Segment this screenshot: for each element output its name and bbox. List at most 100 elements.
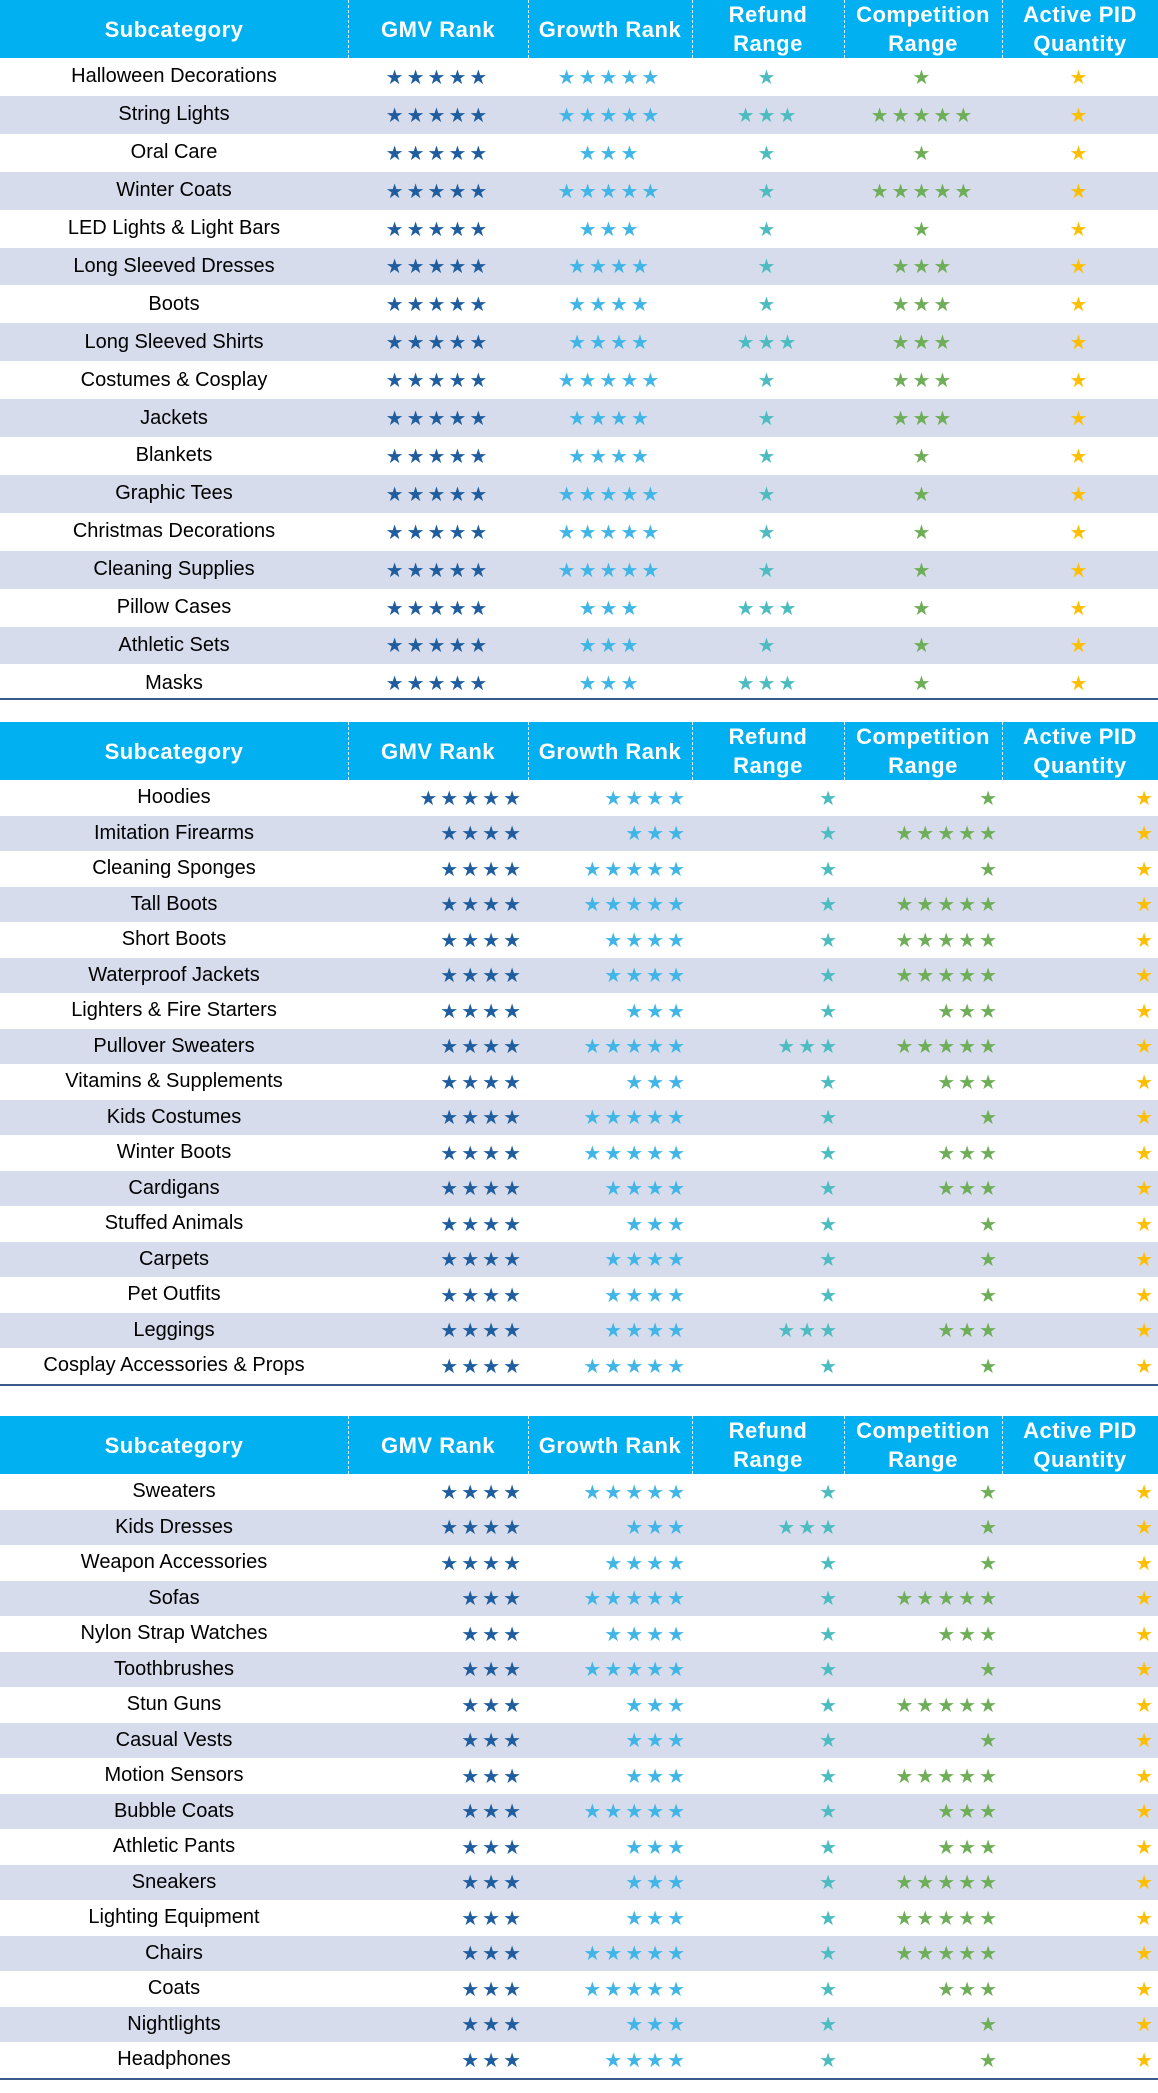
star-icon: ★ — [625, 1905, 647, 1930]
growth-rank-stars: ★ ★ ★ ★ ★ — [528, 1100, 688, 1136]
refund-range-stars: ★ — [692, 993, 840, 1029]
star-icon: ★ — [482, 1905, 504, 1930]
star-icon: ★ — [979, 1763, 1000, 1788]
star-icon: ★ — [578, 178, 600, 203]
star-icon: ★ — [599, 595, 621, 620]
table-row: Waterproof Jackets ★ ★ ★ ★ ★ ★ ★ ★ ★ ★ ★ ★ ★ ★ ★ — [0, 957, 1158, 993]
refund-range-stars: ★ ★ ★ — [692, 1029, 840, 1065]
star-icon: ★ — [819, 1905, 840, 1930]
competition-range-stars: ★ ★ ★ ★ ★ — [844, 1936, 1000, 1972]
star-icon: ★ — [646, 1282, 668, 1307]
star-icon: ★ — [979, 1941, 1000, 1966]
subcategory-name: Lighters & Fire Starters — [71, 999, 277, 1022]
header-divider — [348, 0, 349, 58]
star-icon: ★ — [979, 856, 1000, 881]
star-icon: ★ — [736, 595, 758, 620]
star-icon: ★ — [482, 1941, 504, 1966]
star-icon: ★ — [1069, 330, 1091, 355]
active-pid-quantity-stars: ★ — [1002, 551, 1158, 589]
star-icon: ★ — [385, 519, 407, 544]
active-pid-quantity-stars: ★ — [1002, 513, 1158, 551]
star-icon: ★ — [448, 557, 470, 582]
refund-range-stars: ★ — [692, 1794, 840, 1830]
star-icon: ★ — [1069, 671, 1091, 696]
growth-rank-stars: ★ ★ ★ ★ ★ — [528, 1936, 688, 1972]
star-icon: ★ — [482, 1034, 504, 1059]
star-icon: ★ — [406, 519, 428, 544]
ranking-table: Subcategory GMV Rank Growth Rank Refund Ran… — [0, 0, 1158, 698]
refund-range-stars: ★ — [692, 1348, 840, 1384]
star-icon: ★ — [385, 368, 407, 393]
star-icon: ★ — [819, 1976, 840, 2001]
star-icon: ★ — [916, 963, 938, 988]
star-icon: ★ — [599, 368, 621, 393]
star-icon: ★ — [912, 140, 934, 165]
star-icon: ★ — [912, 292, 934, 317]
star-icon: ★ — [895, 1941, 917, 1966]
star-icon: ★ — [620, 481, 642, 506]
active-pid-quantity-stars: ★ — [1002, 2007, 1156, 2043]
star-icon: ★ — [448, 406, 470, 431]
star-icon: ★ — [819, 856, 840, 881]
competition-range-stars: ★ ★ ★ ★ ★ — [844, 172, 1002, 210]
star-icon: ★ — [482, 1692, 504, 1717]
table-row: Stun Guns ★ ★ ★ ★ ★ ★ ★ ★ ★ ★ ★ ★ ★ — [0, 1687, 1158, 1723]
star-icon: ★ — [979, 1657, 1000, 1682]
star-icon: ★ — [482, 785, 504, 810]
competition-range-stars: ★ — [844, 589, 1002, 627]
table-bottom-border — [0, 1384, 1158, 1386]
table-row: Blankets ★ ★ ★ ★ ★ ★ ★ ★ ★ ★ ★ ★ — [0, 437, 1158, 475]
star-icon: ★ — [777, 1515, 799, 1540]
star-icon: ★ — [646, 1941, 668, 1966]
competition-range-stars: ★ ★ ★ ★ ★ — [844, 1865, 1000, 1901]
star-icon: ★ — [625, 856, 647, 881]
refund-range-stars: ★ — [692, 58, 844, 96]
star-icon: ★ — [482, 1069, 504, 1094]
table-row: Long Sleeved Shirts ★ ★ ★ ★ ★ ★ ★ ★ ★ ★ ★ ★ ★ ★ ★ ★ — [0, 323, 1158, 362]
refund-range-stars: ★ — [692, 1900, 840, 1936]
star-icon: ★ — [503, 821, 524, 846]
subcategory-name: LED Lights & Light Bars — [67, 217, 281, 240]
star-icon: ★ — [958, 821, 980, 846]
competition-range-stars: ★ ★ ★ — [844, 361, 1002, 399]
subcategory-name: Oral Care — [130, 141, 218, 164]
star-icon: ★ — [461, 963, 483, 988]
table-row: Winter Coats ★ ★ ★ ★ ★ ★ ★ ★ ★ ★ ★ ★ ★ ★ ★ ★ ★ — [0, 171, 1158, 210]
refund-range-stars: ★ — [692, 1277, 840, 1313]
star-icon: ★ — [979, 1353, 1000, 1378]
star-icon: ★ — [604, 1140, 626, 1165]
active-pid-quantity-stars: ★ — [1002, 1206, 1156, 1242]
star-icon: ★ — [891, 368, 913, 393]
star-icon: ★ — [578, 519, 600, 544]
subcategory-name: Pet Outfits — [127, 1283, 221, 1306]
competition-range-stars: ★ ★ ★ — [844, 1064, 1000, 1100]
star-icon: ★ — [912, 102, 934, 127]
refund-range-stars: ★ — [692, 551, 844, 589]
table-row: Pet Outfits ★ ★ ★ ★ ★ ★ ★ ★ ★ ★ ★ — [0, 1277, 1158, 1313]
growth-rank-stars: ★ ★ ★ ★ ★ — [528, 887, 688, 923]
star-icon: ★ — [667, 1515, 688, 1540]
star-icon: ★ — [630, 292, 652, 317]
refund-range-stars: ★ — [692, 887, 840, 923]
star-icon: ★ — [819, 892, 840, 917]
star-icon: ★ — [469, 557, 491, 582]
star-icon: ★ — [778, 595, 800, 620]
star-icon: ★ — [427, 671, 449, 696]
gmv-rank-stars: ★ ★ ★ ★ — [348, 922, 524, 958]
star-icon: ★ — [630, 330, 652, 355]
star-icon: ★ — [448, 102, 470, 127]
star-icon: ★ — [503, 1586, 524, 1611]
competition-range-stars: ★ — [844, 1474, 1000, 1510]
star-icon: ★ — [385, 292, 407, 317]
header-divider — [692, 0, 693, 58]
star-icon: ★ — [646, 856, 668, 881]
star-icon: ★ — [503, 1353, 524, 1378]
star-icon: ★ — [646, 1621, 668, 1646]
star-icon: ★ — [979, 1870, 1000, 1895]
star-icon: ★ — [482, 1763, 504, 1788]
star-icon: ★ — [461, 1318, 483, 1343]
star-icon: ★ — [958, 927, 980, 952]
star-icon: ★ — [667, 821, 688, 846]
star-icon: ★ — [912, 443, 934, 468]
star-icon: ★ — [503, 1728, 524, 1753]
